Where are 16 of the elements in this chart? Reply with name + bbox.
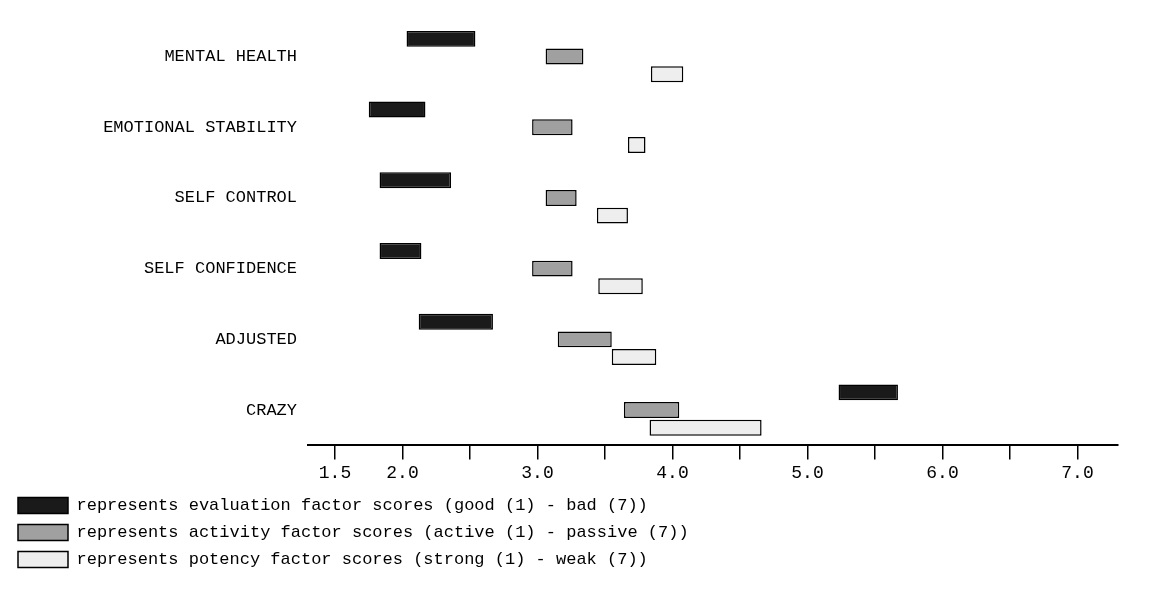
y-tick-label: SELF CONTROL [174,188,297,208]
y-tick-label: MENTAL HEALTH [164,47,297,67]
y-tick-label: ADJUSTED [215,329,297,349]
x-tick-label: 4.0 [656,462,689,483]
legend-label: represents activity factor scores (active (1) - passive (7)) [76,523,689,542]
y-tick-label: SELF CONFIDENCE [143,259,297,279]
x-tick-label: 7.0 [1061,462,1094,483]
y-tick-label: CRAZY [245,400,297,420]
x-tick-label: 1.5 [318,462,352,483]
legend-label: represents evaluation factor scores (good (1) - bad (7)) [76,496,648,515]
legend-label: represents potency factor scores (strong (1) - weak (7)) [76,550,648,569]
y-tick-label: EMOTIONAL STABILITY [103,117,297,137]
x-tick-label: 3.0 [521,462,554,483]
x-tick-label: 2.0 [386,462,419,483]
x-tick-label: 5.0 [791,462,824,483]
x-tick-label: 6.0 [926,462,959,483]
